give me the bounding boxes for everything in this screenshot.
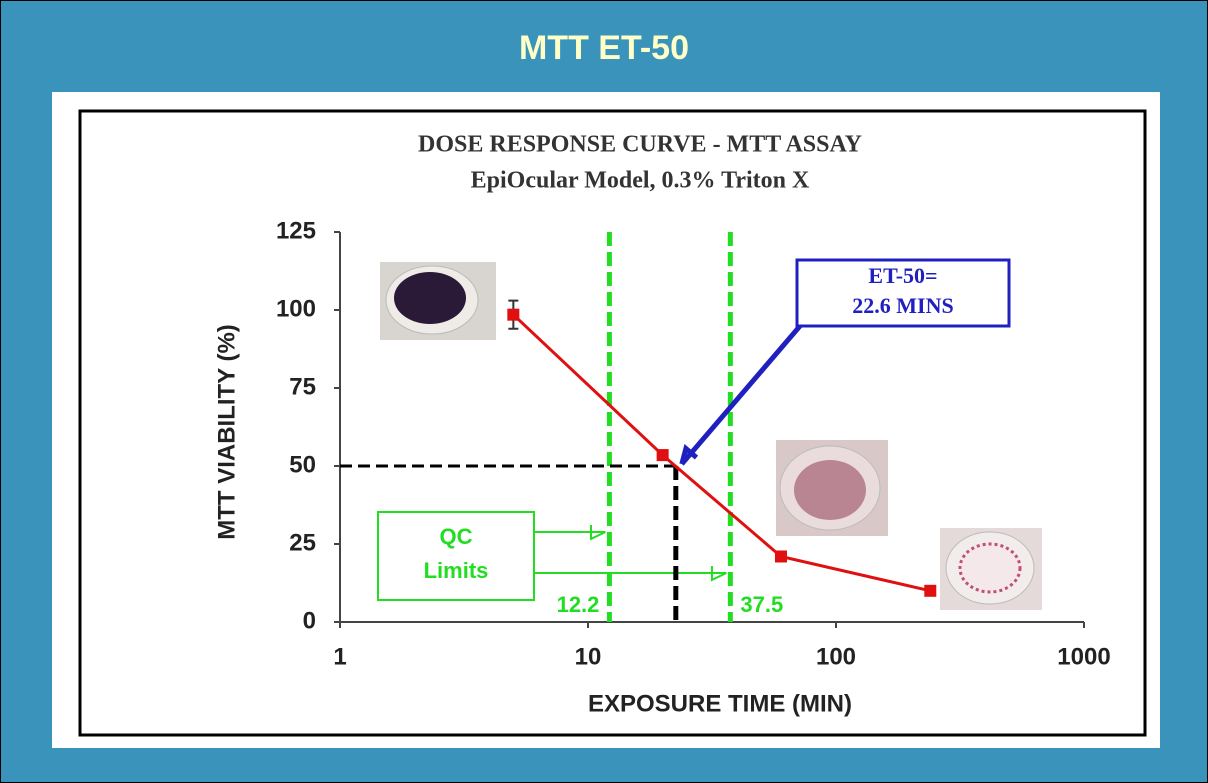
chart-subtitle: EpiOcular Model, 0.3% Triton X (471, 168, 810, 194)
qc-limit-label: 37.5 (740, 592, 783, 617)
well-photo (776, 440, 888, 536)
qc-box-text: QC (440, 524, 473, 549)
data-point (924, 585, 936, 597)
y-tick-label: 100 (276, 295, 316, 322)
et50-box-text: 22.6 MINS (852, 293, 953, 318)
x-tick-label: 100 (816, 643, 856, 670)
y-tick-label: 25 (289, 529, 316, 556)
x-tick-label: 10 (575, 643, 602, 670)
well-photo (940, 528, 1042, 610)
chart-title: DOSE RESPONSE CURVE - MTT ASSAY (418, 132, 862, 158)
y-tick-label: 75 (289, 373, 316, 400)
data-point (775, 550, 787, 562)
data-point (507, 309, 519, 321)
qc-limit-label: 12.2 (557, 592, 600, 617)
slide-title: MTT ET-50 (519, 29, 689, 67)
well-photo (380, 262, 496, 340)
data-point (657, 449, 669, 461)
y-tick-label: 0 (303, 607, 316, 634)
x-axis-label: EXPOSURE TIME (MIN) (588, 690, 852, 717)
qc-box-text: Limits (424, 558, 489, 583)
y-tick-label: 50 (289, 451, 316, 478)
et50-box-text: ET-50= (868, 263, 937, 288)
y-axis-label: MTT VIABILITY (%) (213, 324, 240, 540)
y-tick-label: 125 (276, 217, 316, 244)
x-tick-label: 1 (333, 643, 346, 670)
slide: MTT ET-50 DOSE RESPONSE CURVE - MTT ASSA… (0, 0, 1208, 783)
x-tick-label: 1000 (1057, 643, 1110, 670)
